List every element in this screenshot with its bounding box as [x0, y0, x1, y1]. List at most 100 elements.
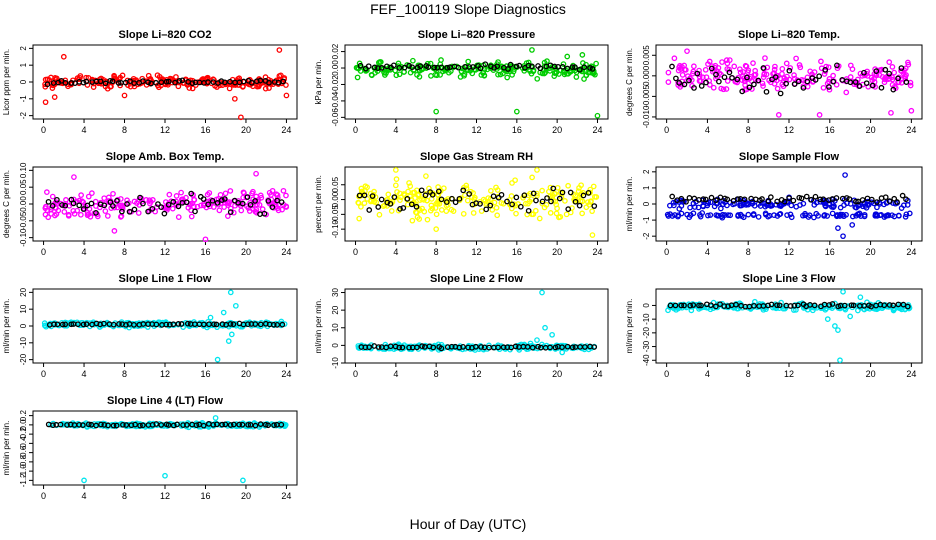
x-tick-label: 16: [200, 491, 210, 501]
reference-point: [221, 196, 228, 202]
x-tick-label: 24: [281, 247, 291, 257]
data-point: [405, 188, 411, 195]
y-tick-label: -0.005: [642, 84, 651, 107]
data-point: [432, 72, 439, 78]
data-point: [443, 202, 450, 209]
reference-point: [271, 422, 277, 428]
data-point: [881, 79, 888, 86]
reference-point: [218, 197, 225, 203]
reference-point: [903, 196, 909, 203]
reference-point: [774, 302, 780, 309]
reference-point: [791, 81, 798, 87]
data-point: [720, 86, 727, 93]
reference-point: [713, 71, 719, 78]
data-point: [49, 85, 56, 91]
data-point: [745, 211, 752, 218]
reference-point: [470, 64, 476, 70]
data-point: [96, 324, 103, 330]
reference-point: [390, 62, 397, 69]
reference-point: [473, 343, 479, 350]
series-points: [355, 167, 600, 238]
reference-point: [188, 190, 195, 197]
x-tick-label: 16: [200, 247, 210, 257]
data-point: [697, 213, 704, 220]
data-point: [874, 204, 880, 211]
reference-point: [790, 197, 797, 204]
reference-point: [279, 321, 286, 328]
reference-point: [589, 66, 596, 72]
chart-panel-10: Slope Line 4 (LT) Flow ml/min per min. 0 4 8…: [2, 395, 298, 501]
reference-point: [585, 190, 592, 196]
data-point: [465, 58, 472, 65]
data-point: [173, 193, 180, 199]
data-point: [671, 55, 678, 62]
data-point: [861, 213, 868, 220]
reference-point: [751, 81, 757, 88]
reference-point: [873, 68, 880, 74]
data-point: [380, 203, 387, 210]
data-point: [833, 81, 840, 88]
reference-point: [214, 200, 221, 206]
data-point: [593, 60, 599, 67]
data-point: [547, 210, 554, 216]
y-axis-label: Licor ppm per min.: [2, 49, 11, 115]
y-tick-label: 0: [331, 343, 340, 348]
reference-point: [278, 421, 285, 428]
data-point: [230, 209, 237, 216]
data-point: [544, 58, 550, 64]
data-point: [495, 71, 501, 78]
outlier-point: [835, 225, 841, 231]
reference-point: [708, 65, 715, 72]
data-point: [794, 77, 801, 84]
data-point: [448, 206, 455, 213]
y-tick-label: 20: [331, 305, 340, 314]
data-point: [791, 72, 797, 78]
reference-point: [890, 86, 897, 93]
reference-point: [505, 66, 511, 72]
reference-point: [97, 78, 104, 85]
reference-point: [120, 421, 126, 428]
data-point: [513, 210, 519, 217]
data-point: [434, 200, 441, 207]
data-point: [553, 210, 560, 217]
data-point: [104, 321, 111, 327]
reference-point: [591, 344, 598, 350]
reference-point: [399, 344, 406, 351]
data-point: [800, 212, 806, 219]
data-point: [820, 84, 827, 91]
data-point: [902, 213, 909, 220]
data-point: [166, 191, 173, 198]
data-point: [509, 180, 515, 186]
chart-panel-7: Slope Line 1 Flow ml/min per min. 0 4 8 12 16 2…: [2, 273, 298, 379]
data-point: [101, 195, 108, 202]
data-point: [368, 71, 375, 78]
reference-point: [438, 345, 445, 352]
reference-point: [425, 64, 432, 70]
reference-point: [763, 88, 770, 95]
reference-point: [716, 78, 722, 85]
reference-point: [734, 76, 741, 83]
chart-title: Slope Line 4 (LT) Flow: [107, 395, 223, 407]
data-point: [266, 85, 272, 91]
x-tick-label: 12: [471, 369, 481, 379]
outlier-point: [857, 294, 864, 301]
reference-point: [791, 302, 798, 309]
reference-point: [107, 77, 113, 84]
reference-point: [49, 202, 56, 209]
reference-point: [265, 198, 272, 204]
reference-point: [221, 79, 228, 86]
x-tick-label: 8: [122, 369, 127, 379]
plot-frame: [655, 288, 923, 364]
data-point: [470, 210, 477, 216]
reference-point: [886, 70, 892, 77]
reference-point: [544, 195, 550, 201]
outlier-point: [840, 288, 846, 295]
data-point: [461, 72, 467, 79]
data-point: [539, 187, 545, 194]
reference-point: [413, 203, 420, 210]
outlier-point: [539, 289, 545, 296]
series-points: [665, 288, 913, 364]
reference-point: [521, 192, 528, 199]
y-tick-label: 0.05: [19, 179, 28, 195]
reference-point: [455, 64, 462, 71]
